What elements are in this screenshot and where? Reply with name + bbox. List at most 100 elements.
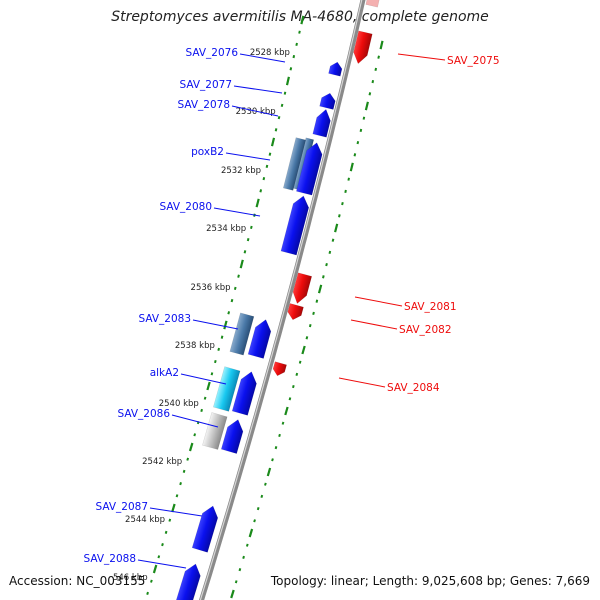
gene-label: SAV_2081 [404, 301, 457, 313]
scale-minor-tick [322, 275, 325, 279]
scale-major-tick [364, 101, 369, 111]
scale-major-tick [255, 198, 260, 208]
scale-minor-tick [298, 360, 302, 364]
gene-shape-sav-2086-partner [202, 412, 228, 450]
scale-minor-tick [353, 153, 357, 157]
scale-minor-tick [271, 458, 274, 462]
topology-text: Topology: linear; Length: 9,025,608 bp; … [270, 574, 590, 588]
scale-minor-tick [292, 385, 295, 389]
scale-minor-tick [260, 494, 264, 498]
scale-major-tick [300, 15, 305, 25]
gene-label-leader [239, 53, 286, 63]
scale-minor-tick [230, 298, 234, 303]
scale-minor-tick [341, 201, 344, 206]
scale-major-tick [171, 503, 176, 513]
gene-shape-sav-2087 [191, 505, 219, 553]
scale-minor-tick [292, 54, 296, 59]
scale-minor-tick [259, 189, 263, 193]
scale-major-tick [248, 528, 254, 538]
scale-minor-tick [242, 555, 245, 559]
scale-minor-tick [374, 67, 378, 72]
scale-major-tick [270, 137, 276, 147]
scale-major-tick [301, 345, 306, 355]
scale-minor-tick [262, 176, 266, 181]
gene-label: SAV_2087 [95, 501, 148, 513]
gene-label-leader [397, 53, 446, 61]
scale-minor-tick [359, 128, 363, 133]
scale-minor-tick [368, 92, 372, 96]
gene-shape-sav-2077 [319, 92, 336, 110]
scale-minor-tick [179, 482, 182, 486]
scale-minor-tick [203, 396, 207, 400]
scale-minor-tick [253, 519, 256, 523]
scale-minor-tick [246, 237, 250, 242]
scale-tick-label: 2542 kbp [142, 457, 182, 467]
secondary-ruler [230, 40, 384, 599]
scale-minor-tick [150, 579, 153, 583]
scale-major-tick [285, 76, 290, 86]
gene-shape-alka2 [231, 371, 257, 416]
scale-minor-tick [356, 140, 360, 145]
scale-major-tick [206, 381, 211, 391]
scale-minor-tick [295, 372, 299, 376]
scale-minor-tick [315, 299, 319, 303]
gene-label: poxB2 [191, 146, 224, 158]
scale-major-tick [230, 589, 235, 599]
scale-minor-tick [325, 262, 328, 267]
gene-label: SAV_2084 [387, 382, 440, 394]
scale-minor-tick [164, 530, 168, 534]
scale-tick-label: 2532 kbp [221, 166, 261, 176]
scale-major-tick [334, 223, 339, 233]
scale-minor-tick [182, 469, 186, 473]
scale-minor-tick [338, 214, 341, 218]
scale-minor-tick [281, 421, 285, 425]
scale-minor-tick [268, 152, 272, 156]
scale-major-tick [266, 467, 272, 477]
scale-minor-tick [157, 555, 161, 559]
scale-minor-tick [214, 360, 217, 364]
gene-shape-sav-2086 [220, 419, 244, 454]
scale-minor-tick [377, 55, 380, 59]
scale-minor-tick [312, 311, 315, 316]
gene-label: SAV_2075 [447, 55, 500, 67]
scale-major-tick [379, 40, 384, 50]
gene-label: SAV_2083 [138, 313, 191, 325]
scale-minor-tick [331, 238, 335, 242]
scale-tick-label: 2534 kbp [206, 224, 246, 234]
gene-label-leader [338, 377, 386, 388]
gene-shape-sav-2081 [292, 272, 313, 304]
genome-backbone-highlight [199, 0, 363, 600]
gene-label-leader [192, 319, 239, 330]
scale-tick-label: 2544 kbp [125, 515, 165, 525]
gene-shape-partial [365, 0, 382, 8]
gene-shape-sav-2075 [353, 30, 373, 64]
scale-minor-tick [220, 335, 224, 339]
gene-label: SAV_2077 [179, 79, 232, 91]
gene-shape-sav-2076 [328, 61, 343, 77]
gene-label: alkA2 [150, 367, 179, 379]
scale-minor-tick [168, 518, 172, 522]
gene-shape-sav-2080 [280, 195, 310, 256]
gene-shape-sav-2082 [287, 303, 304, 321]
scale-minor-tick [227, 311, 231, 315]
gene-shape-poxb2 [296, 142, 323, 196]
gene-shape-poxb2-left [283, 137, 306, 191]
scale-tick-label: 2530 kbp [236, 107, 276, 117]
gene-label-leader [233, 85, 283, 94]
scale-minor-tick [233, 286, 237, 291]
map-title: Streptomyces avermitilis MA-4680, comple… [111, 9, 489, 25]
scale-minor-tick [308, 323, 312, 328]
gene-label-leader [354, 296, 403, 307]
scale-minor-tick [250, 225, 253, 230]
scale-tick-label: 2538 kbp [175, 341, 215, 351]
scale-minor-tick [234, 580, 238, 584]
scale-minor-tick [245, 543, 249, 547]
gene-shape-sav-2084 [272, 361, 287, 377]
gene-shape-sav-2088 [174, 563, 201, 600]
scale-minor-tick [200, 408, 203, 412]
gene-label-leader [213, 207, 261, 217]
scale-minor-tick [193, 433, 197, 437]
scale-minor-tick [298, 30, 301, 34]
gene-shape-sav-2083 [247, 319, 272, 359]
